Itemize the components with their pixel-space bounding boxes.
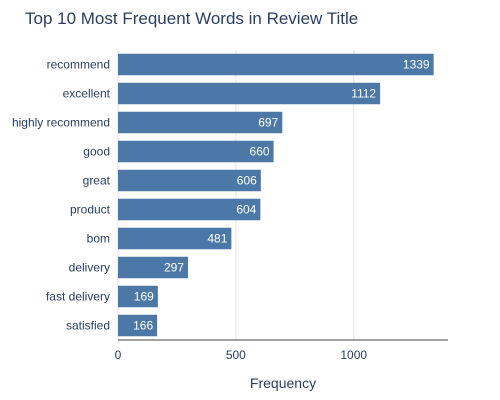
bar bbox=[118, 256, 189, 279]
bar bbox=[118, 285, 158, 308]
category-label: excellent bbox=[63, 87, 111, 101]
bar bbox=[118, 140, 274, 163]
bar-value-label: 481 bbox=[207, 232, 227, 246]
bar bbox=[118, 111, 283, 134]
bar-value-label: 1339 bbox=[403, 58, 430, 72]
bars: 1339 1112 697 660 606 604 481 297 169 166 bbox=[118, 53, 434, 337]
chart-title: Top 10 Most Frequent Words in Review Tit… bbox=[25, 9, 359, 28]
category-label: highly recommend bbox=[12, 116, 110, 130]
bar bbox=[118, 53, 434, 76]
bar-value-label: 606 bbox=[237, 174, 257, 188]
category-label: good bbox=[83, 145, 110, 159]
bar-value-label: 166 bbox=[133, 319, 153, 333]
bar-value-label: 604 bbox=[236, 203, 256, 217]
x-axis-ticks: 0 500 1000 bbox=[115, 348, 368, 362]
x-tick-label: 1000 bbox=[340, 348, 367, 362]
bar-value-label: 1112 bbox=[351, 87, 376, 101]
bar-value-label: 660 bbox=[250, 145, 270, 159]
category-label: fast delivery bbox=[46, 290, 110, 304]
x-tick-label: 0 bbox=[115, 348, 122, 362]
bar bbox=[118, 82, 381, 105]
x-axis-title: Frequency bbox=[250, 375, 316, 391]
category-label: great bbox=[83, 174, 111, 188]
bar bbox=[118, 227, 232, 250]
bar bbox=[118, 314, 158, 337]
category-label: satisfied bbox=[66, 319, 110, 333]
x-tick-label: 500 bbox=[226, 348, 246, 362]
bar-value-label: 697 bbox=[258, 116, 278, 130]
bar bbox=[118, 198, 261, 221]
category-label: product bbox=[70, 203, 111, 217]
category-labels: recommend excellent highly recommend good gr… bbox=[12, 58, 111, 333]
bar-value-label: 169 bbox=[134, 290, 154, 304]
bar bbox=[118, 169, 261, 192]
category-label: recommend bbox=[47, 58, 110, 72]
category-label: bom bbox=[87, 232, 110, 246]
bar-value-label: 297 bbox=[164, 261, 184, 275]
category-label: delivery bbox=[69, 261, 110, 275]
